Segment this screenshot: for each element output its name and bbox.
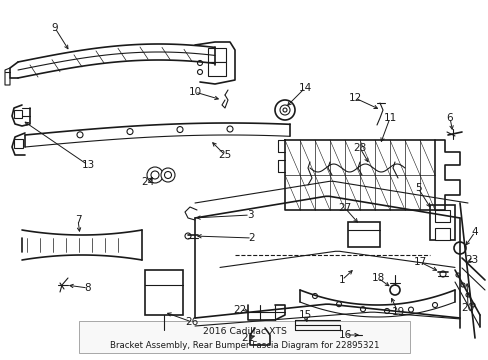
Bar <box>14 139 23 148</box>
Text: 27: 27 <box>338 203 351 213</box>
Circle shape <box>274 100 294 120</box>
Text: 5: 5 <box>414 183 421 193</box>
Bar <box>145 270 183 315</box>
Circle shape <box>384 309 389 314</box>
Text: 24: 24 <box>141 177 154 187</box>
Text: 2016 Cadillac XTS: 2016 Cadillac XTS <box>202 328 286 337</box>
Circle shape <box>365 331 373 339</box>
Circle shape <box>361 327 377 343</box>
Text: 23: 23 <box>465 255 478 265</box>
Bar <box>434 228 449 240</box>
Circle shape <box>151 171 159 179</box>
Text: 12: 12 <box>347 93 361 103</box>
Circle shape <box>161 168 175 182</box>
Circle shape <box>77 132 83 138</box>
Circle shape <box>197 69 202 75</box>
Circle shape <box>127 129 133 135</box>
Text: 8: 8 <box>84 283 91 293</box>
Bar <box>434 210 449 222</box>
Circle shape <box>465 293 469 297</box>
Text: 11: 11 <box>383 113 396 123</box>
Text: 17: 17 <box>412 257 426 267</box>
Circle shape <box>336 302 341 307</box>
Text: 9: 9 <box>52 23 58 33</box>
Text: 3: 3 <box>246 210 253 220</box>
Circle shape <box>460 283 464 287</box>
Circle shape <box>389 285 399 295</box>
Text: 18: 18 <box>370 273 384 283</box>
Text: 2: 2 <box>248 233 255 243</box>
Text: 22: 22 <box>233 305 246 315</box>
Text: 25: 25 <box>218 150 231 160</box>
Text: 14: 14 <box>298 83 311 93</box>
Text: 20: 20 <box>461 303 473 313</box>
FancyBboxPatch shape <box>79 321 409 353</box>
Text: 1: 1 <box>338 275 345 285</box>
Bar <box>347 222 379 247</box>
Circle shape <box>360 307 365 312</box>
Circle shape <box>312 293 317 298</box>
Text: 26: 26 <box>185 317 198 327</box>
Text: 15: 15 <box>298 310 311 320</box>
Text: 19: 19 <box>390 307 404 317</box>
Text: 13: 13 <box>81 160 95 170</box>
Circle shape <box>431 302 437 307</box>
Text: 10: 10 <box>188 87 201 97</box>
Circle shape <box>453 242 465 254</box>
Circle shape <box>283 108 286 112</box>
Circle shape <box>197 60 202 66</box>
Circle shape <box>470 303 474 307</box>
Bar <box>207 48 225 62</box>
Text: 16: 16 <box>338 330 351 340</box>
Text: 21: 21 <box>241 333 254 343</box>
Bar <box>429 205 454 240</box>
Circle shape <box>455 273 459 277</box>
Text: 6: 6 <box>446 113 452 123</box>
Circle shape <box>226 126 232 132</box>
Bar <box>14 110 22 118</box>
Circle shape <box>439 271 445 277</box>
Circle shape <box>147 167 163 183</box>
Circle shape <box>184 233 191 239</box>
Circle shape <box>407 307 413 312</box>
Bar <box>207 62 225 76</box>
Text: 7: 7 <box>75 215 81 225</box>
Circle shape <box>164 171 171 179</box>
Text: 28: 28 <box>353 143 366 153</box>
Circle shape <box>177 127 183 132</box>
Text: 4: 4 <box>471 227 477 237</box>
Circle shape <box>280 105 289 115</box>
Text: Bracket Assembly, Rear Bumper Fascia Diagram for 22895321: Bracket Assembly, Rear Bumper Fascia Dia… <box>109 342 379 351</box>
